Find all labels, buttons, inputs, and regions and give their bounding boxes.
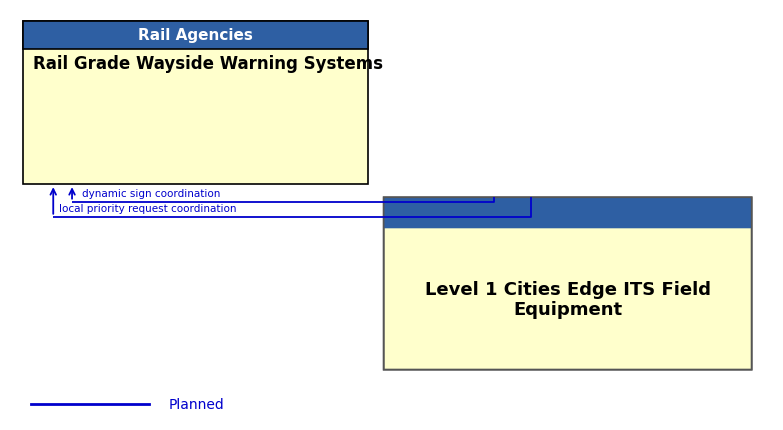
Text: dynamic sign coordination: dynamic sign coordination [82, 189, 221, 199]
FancyBboxPatch shape [384, 198, 752, 370]
Bar [23, 22, 368, 49]
Text: local priority request coordination: local priority request coordination [59, 204, 236, 214]
Text: Rail Grade Wayside Warning Systems: Rail Grade Wayside Warning Systems [33, 55, 383, 73]
Bar [384, 213, 752, 229]
Bar [23, 22, 368, 49]
Bar [23, 22, 368, 185]
Text: Planned: Planned [168, 397, 224, 411]
Text: Level 1 Cities Edge ITS Field
Equipment: Level 1 Cities Edge ITS Field Equipment [424, 280, 711, 319]
Text: Rail Agencies: Rail Agencies [139, 28, 253, 43]
FancyBboxPatch shape [384, 198, 752, 229]
